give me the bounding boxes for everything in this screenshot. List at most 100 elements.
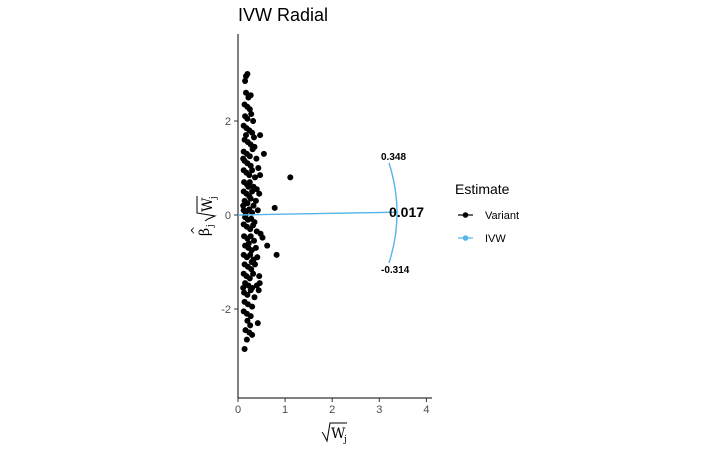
variant-point [248, 111, 255, 117]
ci-upper-label: 0.348 [381, 152, 406, 163]
variant-point [247, 233, 254, 240]
variant-point [253, 186, 260, 193]
ci-lower-label: -0.314 [381, 265, 410, 276]
variant-point [248, 259, 255, 265]
y-label-subscript-j2: j [209, 196, 219, 200]
variant-point [244, 115, 251, 122]
variant-point [250, 118, 257, 124]
variant-point [247, 322, 254, 329]
variant-point [264, 242, 271, 249]
variant-point [257, 172, 264, 179]
variant-point [248, 266, 255, 273]
plot-area: 0 1 2 3 4 2 0 -2 0.348 0.017 -0.314 [221, 34, 432, 416]
variant-point [271, 204, 278, 211]
y-tick-label: 2 [225, 116, 231, 128]
variant-point [254, 254, 261, 261]
variant-point [242, 78, 249, 84]
legend-label-variant: Variant [485, 210, 519, 222]
variant-point [243, 89, 249, 96]
x-axis-label: W j [321, 422, 347, 445]
variant-point [256, 190, 263, 197]
variant-point [287, 174, 294, 181]
variant-point [246, 153, 253, 160]
ivw-ci-arc [388, 162, 398, 264]
variant-point [251, 237, 257, 244]
variant-point [247, 251, 254, 258]
variant-point [246, 172, 253, 179]
variant-point [250, 202, 257, 209]
variant-point [260, 150, 267, 157]
variant-point [246, 275, 253, 282]
legend-title: Estimate [455, 181, 510, 197]
variant-point [244, 291, 251, 298]
variant-point [252, 197, 259, 204]
variant-point [253, 155, 260, 162]
variant-point [246, 179, 253, 186]
variant-point [244, 71, 251, 77]
x-label-subscript-j: j [343, 435, 347, 445]
variant-point [249, 129, 256, 136]
legend: Estimate Variant IVW [455, 181, 519, 245]
variant-point [255, 287, 262, 294]
variant-point [249, 331, 256, 338]
variant-point [254, 207, 261, 214]
y-label-sqrt-sign [196, 196, 217, 222]
ivw-layer: 0.348 0.017 -0.314 [237, 152, 424, 276]
variant-point [250, 270, 257, 277]
y-tick-label: 0 [225, 210, 231, 222]
legend-label-ivw: IVW [485, 233, 506, 245]
variant-point [240, 202, 247, 209]
variant-point [249, 303, 256, 310]
variant-point [247, 92, 254, 99]
x-label-w: W [331, 426, 346, 442]
variant-point [247, 313, 254, 320]
variant-point [257, 132, 264, 139]
x-tick-label: 2 [329, 404, 335, 416]
variant-point [244, 317, 251, 324]
variant-point [249, 188, 256, 195]
variant-point [249, 146, 256, 153]
variant-point [247, 287, 254, 294]
variant-point [245, 240, 252, 247]
axis-ticks: 0 1 2 3 4 2 0 -2 [221, 116, 429, 416]
legend-item-ivw: IVW [458, 233, 506, 245]
variant-point [251, 134, 257, 141]
variant-point [247, 162, 254, 169]
ivw-estimate-label: 0.017 [389, 204, 424, 220]
chart-title: IVW Radial [238, 5, 328, 25]
x-label-sqrt-sign [321, 422, 347, 443]
variant-point [249, 167, 256, 174]
legend-key-variant-dot [462, 212, 469, 218]
variant-point [254, 320, 261, 327]
variant-point [255, 165, 262, 171]
variant-point [256, 273, 263, 280]
y-tick-label: -2 [221, 304, 231, 316]
x-tick-label: 1 [282, 404, 288, 416]
variant-point [243, 336, 250, 343]
x-tick-label: 4 [423, 404, 429, 416]
y-label-beta: β [197, 228, 213, 236]
variant-point [252, 174, 258, 181]
variant-point [256, 280, 263, 287]
variant-point [246, 106, 253, 113]
variant-point [245, 183, 252, 190]
variant-point [250, 222, 257, 229]
variant-point [241, 346, 248, 352]
variant-point [251, 294, 258, 301]
variant-points [240, 71, 294, 352]
legend-item-variant: Variant [458, 210, 519, 222]
variant-point [247, 195, 254, 202]
y-axis-label: β ^ j W j [189, 196, 219, 236]
ivw-line-fragment [285, 212, 389, 215]
x-tick-label: 3 [376, 404, 382, 416]
variant-point [252, 244, 259, 251]
variant-point [273, 251, 280, 258]
variant-point [243, 132, 249, 139]
y-label-w: W [200, 197, 216, 212]
y-label-subscript-j: j [206, 224, 216, 228]
variant-point [259, 234, 266, 241]
variant-point [240, 284, 247, 291]
legend-key-ivw-dot [462, 235, 469, 241]
